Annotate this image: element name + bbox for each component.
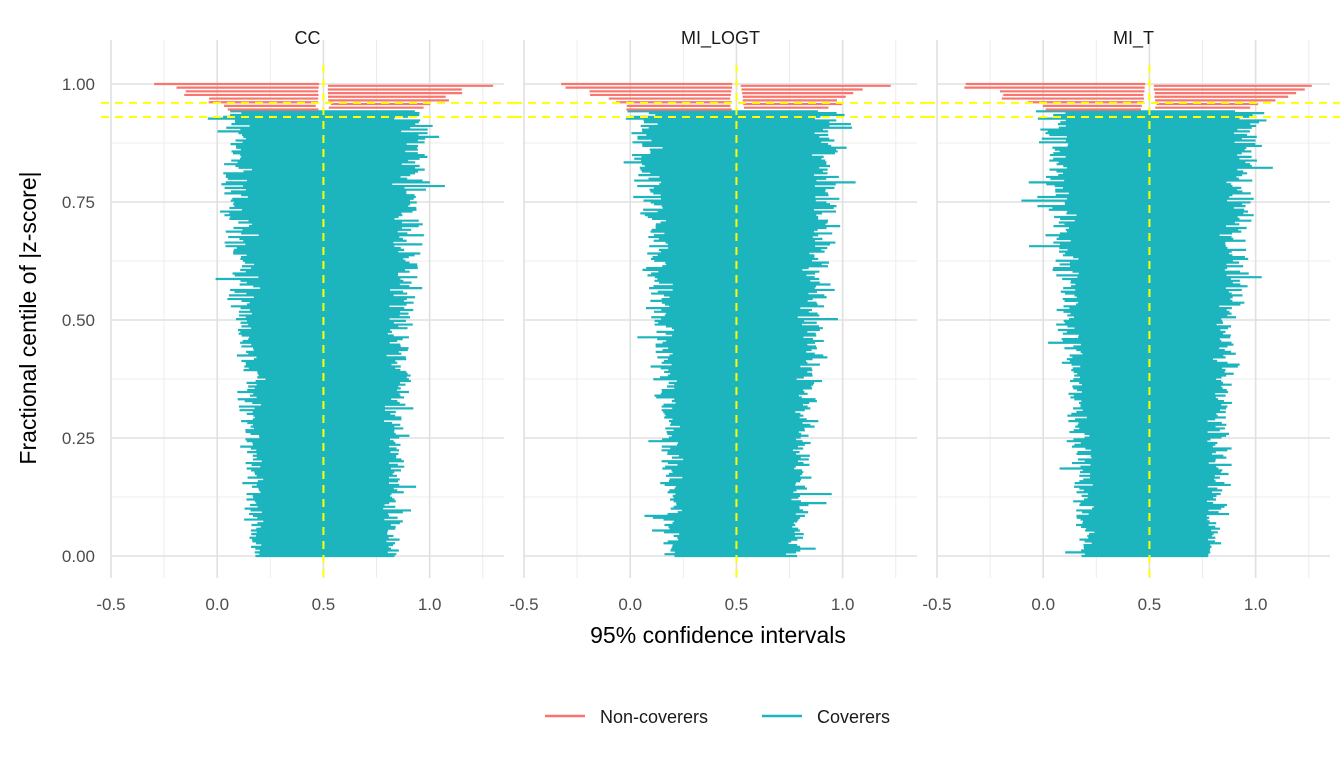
x-tick-label: 1.0: [418, 595, 442, 614]
x-tick-label: 1.0: [1244, 595, 1268, 614]
panel-cc: CC -0.5 0.0 0.5 1.0: [96, 28, 514, 614]
x-tick-label: 0.0: [618, 595, 642, 614]
x-tick-label: 0.0: [1031, 595, 1055, 614]
y-axis-title: Fractional centile of |z-score|: [15, 171, 41, 464]
x-tick-label: 0.5: [1138, 595, 1162, 614]
legend-label: Coverers: [817, 707, 890, 727]
x-tick-label: -0.5: [96, 595, 125, 614]
x-tick-label: 1.0: [831, 595, 855, 614]
x-tick-label: -0.5: [509, 595, 538, 614]
panel-title: MI_LOGT: [681, 28, 760, 49]
y-tick-label: 0.25: [62, 429, 95, 448]
y-tick-label: 0.00: [62, 547, 95, 566]
y-tick-label: 1.00: [62, 75, 95, 94]
panel-mi_logt: MI_LOGT -0.5 0.0 0.5 1.0: [509, 28, 927, 614]
x-tick-label: 0.5: [725, 595, 749, 614]
x-tick-label: 0.0: [205, 595, 229, 614]
x-tick-label: -0.5: [922, 595, 951, 614]
panel-mi_t: MI_T -0.5 0.0 0.5 1.0: [922, 28, 1340, 614]
x-axis-title: 95% confidence intervals: [590, 622, 846, 648]
panel-title: CC: [295, 28, 321, 48]
y-tick-label: 0.75: [62, 193, 95, 212]
y-tick-label: 0.50: [62, 311, 95, 330]
x-tick-label: 0.5: [312, 595, 336, 614]
panel-title: MI_T: [1113, 28, 1154, 49]
legend: Non-coverers Coverers: [545, 707, 890, 727]
legend-label: Non-coverers: [600, 707, 708, 727]
